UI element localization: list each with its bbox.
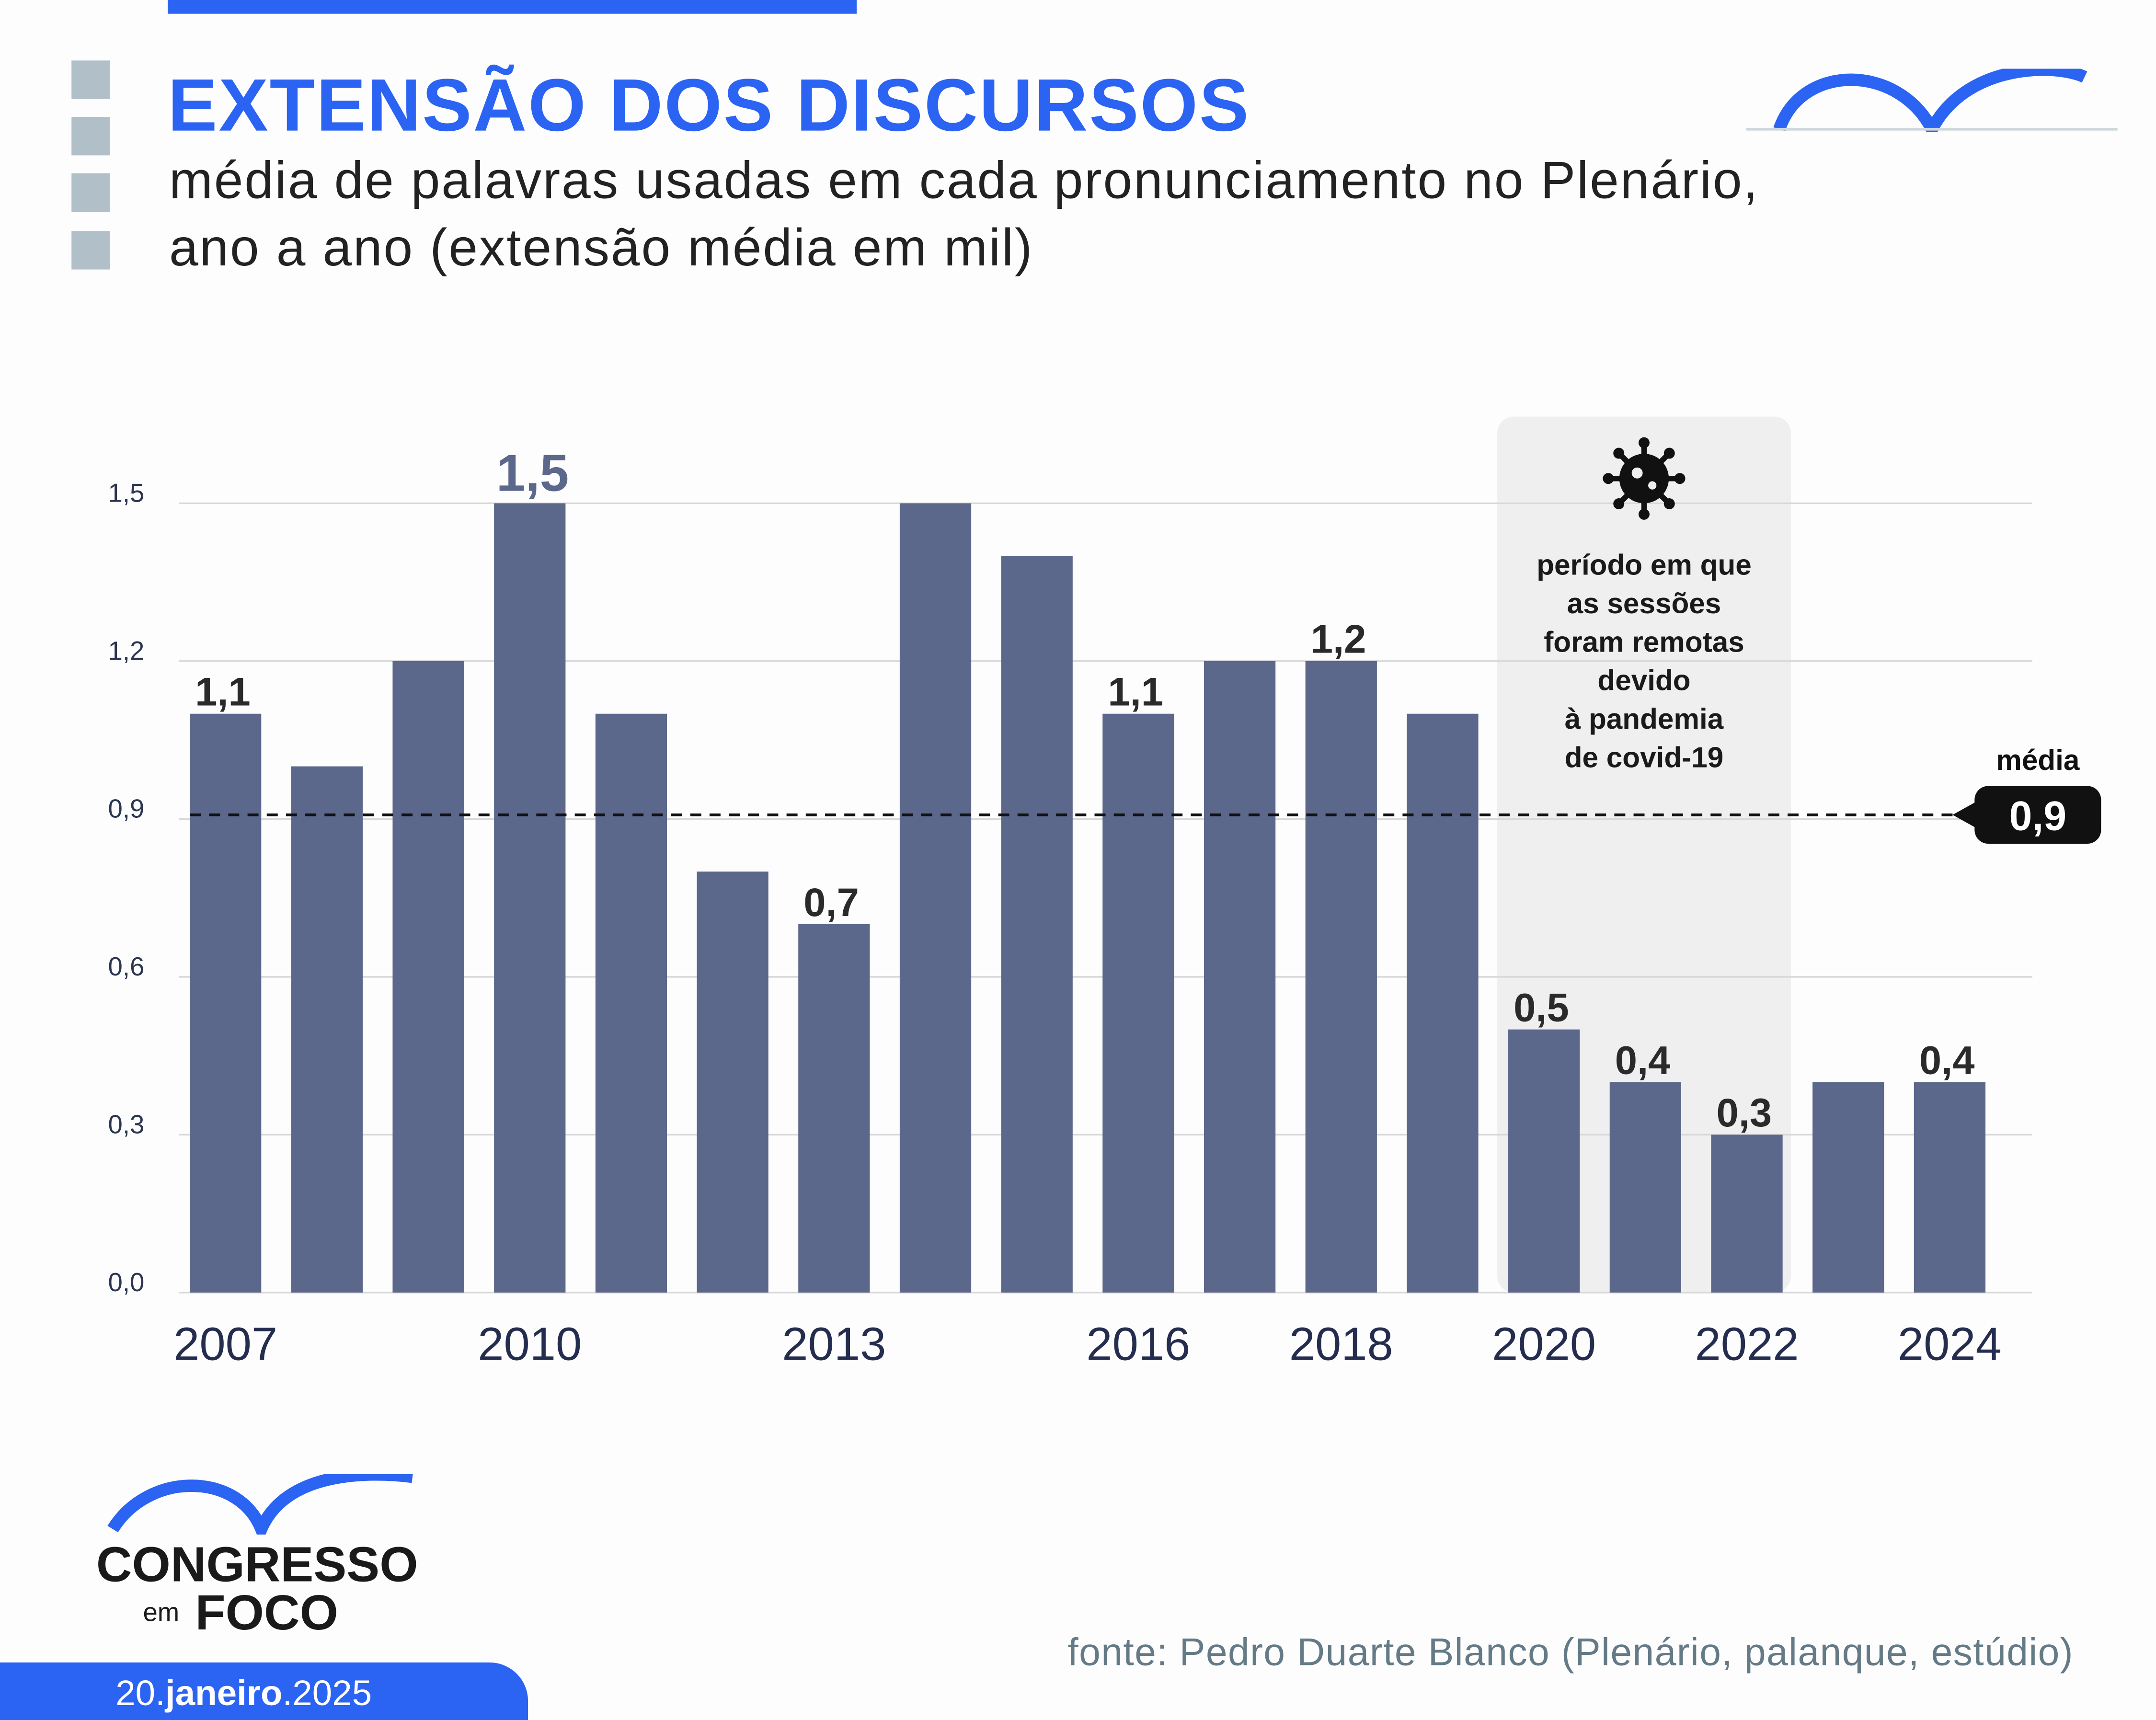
date-text: 20.janeiro.2025 (115, 1672, 372, 1715)
date-badge (0, 1662, 528, 1720)
data-label: 1,1 (195, 670, 251, 714)
x-tick-label: 2020 (1492, 1318, 1596, 1370)
bar-2013 (798, 924, 870, 1293)
mean-pointer-icon (1952, 801, 1978, 829)
virus-spot (1631, 467, 1643, 479)
bar-2010 (494, 503, 566, 1293)
covid-annotation-line: as sessões (1567, 587, 1721, 619)
brand-em: em (143, 1599, 180, 1628)
covid-annotation-line: de covid-19 (1565, 741, 1724, 773)
source-note: fonte: Pedro Duarte Blanco (Plenário, pa… (1067, 1630, 2074, 1674)
virus-spike-tip (1639, 437, 1650, 448)
virus-spike-tip (1663, 498, 1675, 510)
logo-wave-icon (1746, 69, 2118, 132)
date-year: .2025 (282, 1672, 372, 1714)
virus-spot (1648, 481, 1657, 490)
y-tick-label: 1,5 (108, 479, 145, 508)
data-label: 1,1 (1108, 670, 1163, 714)
bar-2024 (1914, 1082, 1986, 1293)
x-tick-label: 2022 (1695, 1318, 1799, 1370)
x-tick-label: 2010 (478, 1318, 582, 1370)
page-title: EXTENSÃO DOS DISCURSOS (168, 64, 1250, 148)
data-label: 0,4 (1615, 1038, 1671, 1082)
virus-spike-tip (1674, 473, 1686, 484)
decor-square (71, 116, 110, 156)
bar-2017 (1204, 661, 1276, 1293)
bar-chart: 0,0 0,3 0,6 0,9 1,2 1,5 1,1 2007 1,5 2010 0,7 2013 1… (108, 416, 2101, 1370)
bar-2011 (595, 713, 667, 1293)
data-label: 0,5 (1514, 985, 1569, 1030)
decor-square (71, 60, 110, 99)
data-label: 1,2 (1311, 617, 1366, 662)
virus-spike-tip (1603, 473, 1614, 484)
bar-2008 (291, 766, 363, 1293)
accent-bar (168, 0, 857, 14)
covid-annotation-line: período em que (1537, 549, 1752, 581)
data-label: 1,5 (496, 444, 569, 503)
decor-square (71, 231, 110, 270)
bar-2015 (1001, 556, 1073, 1293)
y-tick-label: 0,9 (108, 794, 145, 824)
data-label: 0,3 (1716, 1090, 1772, 1135)
mean-value: 0,9 (2009, 793, 2066, 839)
bar-2012 (697, 871, 768, 1293)
covid-annotation-line: devido (1597, 664, 1690, 697)
data-label: 0,4 (1919, 1038, 1975, 1082)
covid-annotation-line: foram remotas (1544, 625, 1744, 658)
bar-2007 (190, 713, 262, 1293)
brand-name: CONGRESSO (96, 1536, 418, 1593)
mean-label: média (1996, 744, 2080, 776)
bar-2022 (1711, 1135, 1783, 1293)
y-tick-label: 0,6 (108, 952, 145, 981)
bar-2016 (1102, 713, 1174, 1293)
data-label: 0,7 (803, 880, 859, 925)
brand-logo-wave-icon (107, 1474, 413, 1535)
mean-value-badge (1974, 786, 2101, 844)
x-tick-label: 2007 (173, 1318, 277, 1370)
date-day: 20. (115, 1672, 165, 1714)
bar-2023 (1812, 1082, 1884, 1293)
bar-2014 (899, 503, 972, 1293)
bar-2020 (1508, 1029, 1580, 1293)
brand-name-2: FOCO (195, 1584, 339, 1640)
virus-spike-tip (1613, 498, 1625, 510)
virus-spike-tip (1663, 447, 1675, 459)
virus-spike-tip (1639, 508, 1650, 520)
bar-2018 (1305, 661, 1377, 1293)
date-month: janeiro (165, 1672, 283, 1714)
bar-2021 (1609, 1082, 1681, 1293)
covid-annotation-line: à pandemia (1565, 702, 1724, 735)
bar-2019 (1407, 713, 1479, 1293)
y-tick-label: 0,3 (108, 1110, 145, 1139)
decor-square (71, 173, 110, 212)
x-tick-label: 2016 (1086, 1318, 1190, 1370)
virus-icon (1619, 454, 1669, 504)
x-tick-label: 2013 (782, 1318, 886, 1370)
y-tick-label: 0,0 (108, 1268, 145, 1297)
x-tick-label: 2018 (1289, 1318, 1393, 1370)
page-subtitle: média de palavras usadas em cada pronunc… (169, 152, 1759, 278)
bar-2009 (392, 661, 464, 1293)
y-tick-label: 1,2 (108, 636, 145, 665)
x-tick-label: 2024 (1898, 1318, 2002, 1370)
virus-spike-tip (1613, 447, 1625, 459)
